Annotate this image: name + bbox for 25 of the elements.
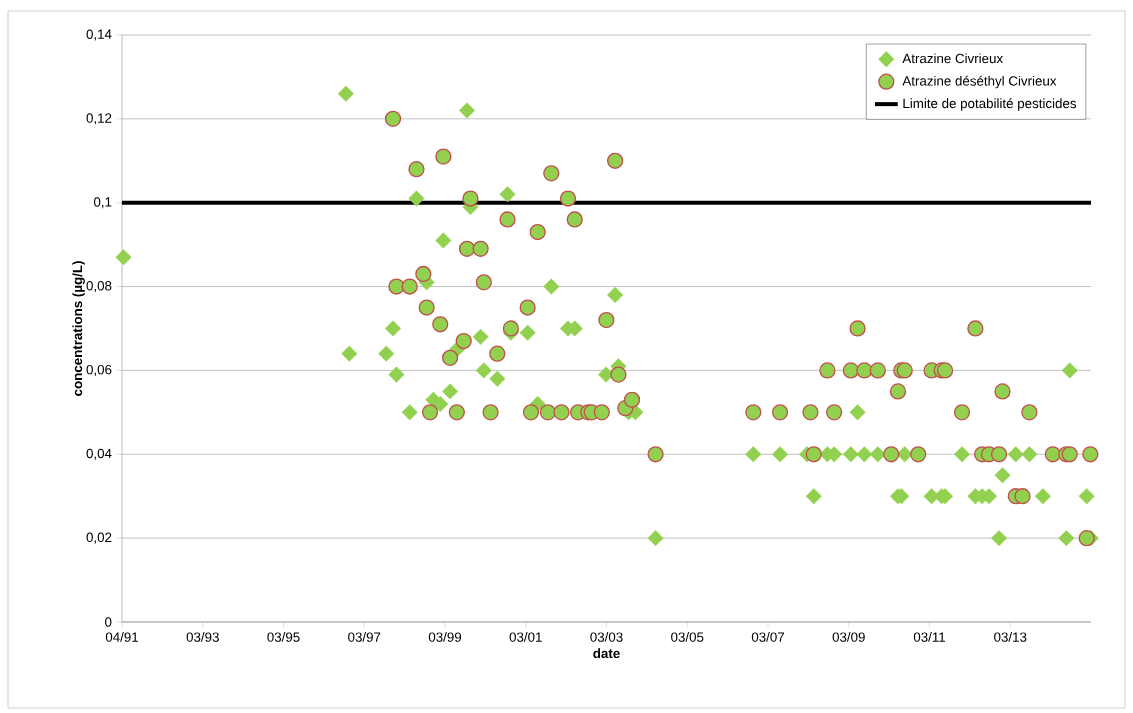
y-tick-label: 0	[105, 617, 112, 627]
y-tick-label: 0,12	[86, 113, 112, 125]
x-tick-label: 03/11	[913, 632, 946, 642]
x-tick-label: 03/09	[832, 632, 865, 642]
x-tick-label: 03/03	[590, 632, 623, 642]
legend-label: Atrazine Civrieux	[902, 53, 1003, 64]
x-axis-title: date	[593, 648, 620, 659]
y-tick-label: 0,14	[86, 29, 112, 41]
y-tick-label: 0,08	[86, 281, 112, 293]
x-tick-label: 03/05	[671, 632, 704, 642]
y-tick-label: 0,04	[86, 448, 112, 460]
x-tick-label: 03/97	[348, 632, 381, 642]
x-tick-label: 03/99	[428, 632, 462, 642]
x-tick-label: 04/91	[105, 632, 139, 642]
x-tick-label: 03/95	[267, 632, 300, 642]
y-axis-title: concentrations (µg/L)	[72, 261, 85, 396]
y-tick-label: 0,02	[86, 532, 112, 544]
y-tick-label: 0,06	[86, 364, 112, 376]
x-tick-label: 03/01	[509, 632, 542, 642]
x-tick-label: 03/93	[186, 632, 219, 642]
legend-label: Atrazine déséthyl Civrieux	[902, 75, 1057, 89]
x-tick-label: 03/13	[994, 632, 1027, 642]
legend-label: Limite de potabilité pesticides	[903, 98, 1077, 111]
x-tick-label: 03/07	[751, 632, 785, 642]
y-tick-label: 0,1	[93, 197, 112, 209]
